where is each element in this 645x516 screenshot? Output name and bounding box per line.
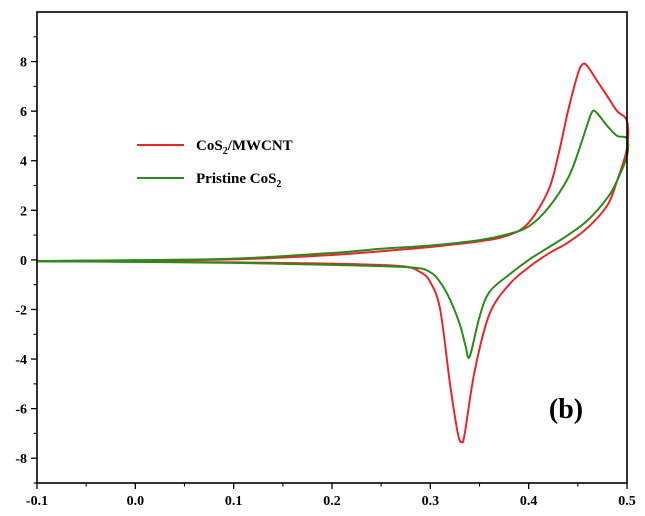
x-tick-label: 0.2: [323, 494, 341, 509]
ticks-layer: -0.1 0.0 0.1 0.2 0.3 0.4 0.5 -8 -6 -4 -2 0 2 4 6 8: [15, 36, 636, 509]
y-tick-label: -6: [15, 403, 27, 418]
legend-label-0: CoS2/MWCNT: [196, 138, 293, 157]
series-1-line: [36, 109, 630, 359]
y-tick-label: -4: [15, 353, 27, 368]
y-tick-label: -2: [15, 303, 27, 318]
legend: CoS2/MWCNT Pristine CoS2: [137, 138, 293, 190]
y-tick-label: 6: [20, 105, 27, 120]
plot-frame: [36, 11, 628, 484]
x-tick-label: 0.0: [127, 494, 145, 509]
x-tick-label: 0.1: [225, 494, 243, 509]
x-tick-label: -0.1: [26, 494, 48, 509]
series-layer: [36, 62, 630, 444]
panel-label: (b): [549, 394, 583, 425]
y-tick-label: -8: [15, 452, 27, 467]
x-tick-label: 0.5: [618, 494, 636, 509]
y-tick-label: 0: [20, 254, 27, 269]
x-tick-label: 0.4: [520, 494, 538, 509]
y-tick-label: 8: [20, 56, 27, 71]
y-tick-label: 2: [20, 204, 27, 219]
legend-label-1: Pristine CoS2: [196, 171, 281, 190]
x-tick-label: 0.3: [422, 494, 440, 509]
y-tick-label: 4: [20, 155, 27, 170]
